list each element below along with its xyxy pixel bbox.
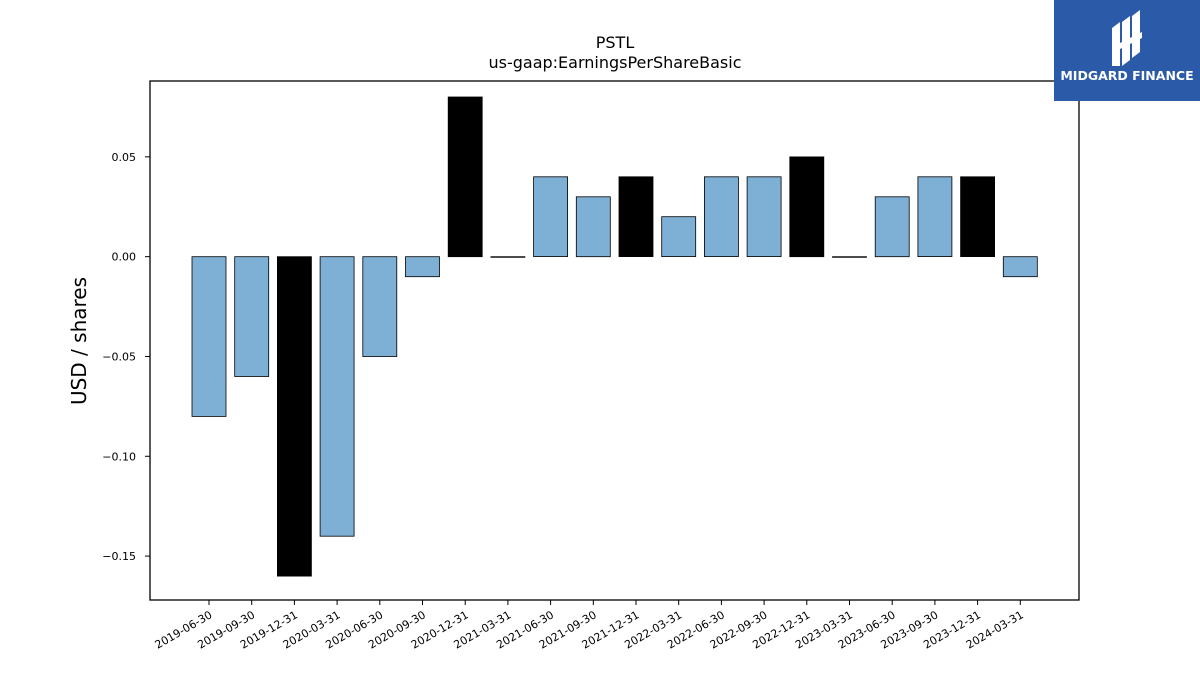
bar-2023-06-30 <box>874 196 910 258</box>
bar-2023-09-30 <box>917 176 953 258</box>
bar-2019-06-30 <box>191 256 227 417</box>
midgard-finance-logo: MIDGARD FINANCE <box>1054 0 1200 101</box>
bar-2020-12-31 <box>447 96 483 258</box>
bar-2024-03-31 <box>1002 256 1038 278</box>
y-axis-label: USD / shares <box>67 277 91 405</box>
y-tick-label: −0.10 <box>102 450 136 463</box>
bar-2021-06-30 <box>533 176 568 258</box>
bar-2021-12-31 <box>618 176 654 258</box>
bar-2023-03-31 <box>832 256 867 258</box>
bar-2019-12-31 <box>276 256 312 577</box>
y-tick-label: 0.05 <box>112 151 137 164</box>
bar-2022-09-30 <box>746 176 782 258</box>
x-ticks-group: 2019-06-302019-09-302019-12-312020-03-31… <box>153 600 1026 652</box>
y-tick-label: 0.00 <box>112 251 137 264</box>
bar-2022-06-30 <box>704 176 739 258</box>
bar-2021-03-31 <box>490 256 526 258</box>
y-ticks-group: −0.15 −0.10 −0.05 0.00 0.05 <box>102 151 150 563</box>
bar-2020-03-31 <box>319 256 355 537</box>
y-tick-label: −0.05 <box>102 350 136 363</box>
chart-title: PSTL <box>596 33 635 52</box>
plot-frame <box>149 80 1080 601</box>
bar-2021-09-30 <box>575 196 611 258</box>
logo-text: MIDGARD FINANCE <box>1060 68 1194 83</box>
bar-2023-12-31 <box>960 176 995 258</box>
y-tick-label: −0.15 <box>102 550 136 563</box>
bar-2022-12-31 <box>789 156 825 258</box>
bars-group <box>191 96 1038 577</box>
bar-2019-09-30 <box>234 256 270 377</box>
midgard-logo-icon <box>1112 10 1142 66</box>
bar-2022-03-31 <box>661 216 697 257</box>
chart-subtitle: us-gaap:EarningsPerShareBasic <box>488 53 741 72</box>
bar-2020-09-30 <box>405 256 440 278</box>
bar-2020-06-30 <box>362 256 398 357</box>
